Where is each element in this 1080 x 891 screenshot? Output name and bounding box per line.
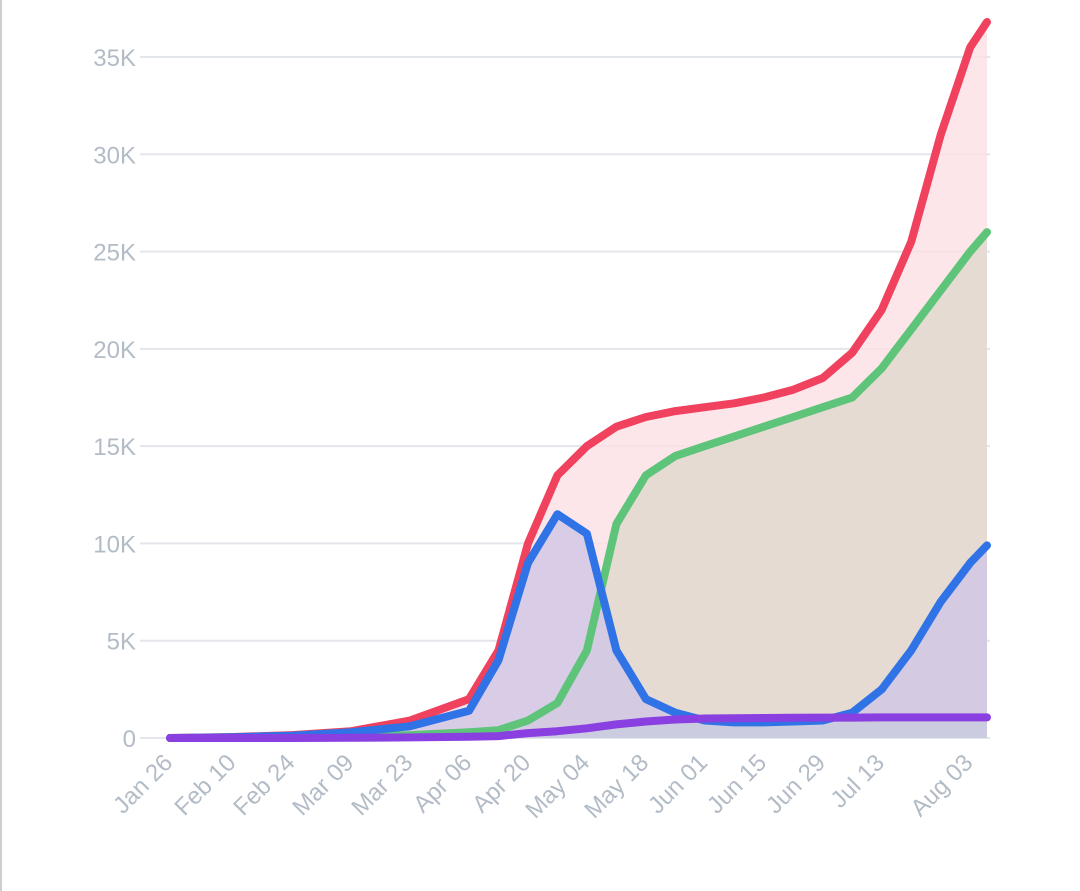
y-tick-label: 35K xyxy=(93,45,136,72)
x-tick-label: Feb 10 xyxy=(169,749,241,821)
x-tick-label: May 18 xyxy=(579,749,654,824)
x-tick-label: Jul 13 xyxy=(826,749,890,813)
series-line-1 xyxy=(166,18,991,742)
y-tick-label: 5K xyxy=(107,629,136,656)
series-line-3 xyxy=(166,510,991,742)
x-tick-label: Jun 15 xyxy=(702,749,772,819)
series-lines xyxy=(166,18,991,742)
x-tick-label: Apr 06 xyxy=(408,749,477,818)
x-tick-label: May 04 xyxy=(520,749,595,824)
y-tick-label: 30K xyxy=(93,142,136,169)
series-area-3 xyxy=(170,514,987,738)
x-tick-label: Jan 26 xyxy=(108,749,178,819)
y-tick-label: 0 xyxy=(123,726,136,753)
y-tick-label: 10K xyxy=(93,531,136,558)
x-tick-label: Jun 29 xyxy=(761,749,831,819)
x-tick-label: Aug 03 xyxy=(906,749,979,822)
x-tick-label: Mar 23 xyxy=(346,749,418,821)
x-tick-label: Jun 01 xyxy=(643,749,713,819)
series-line-4 xyxy=(166,713,991,742)
x-tick-label: Feb 24 xyxy=(228,749,300,821)
y-tick-label: 20K xyxy=(93,337,136,364)
series-area-2 xyxy=(170,232,987,738)
x-tick-label: Mar 09 xyxy=(287,749,359,821)
y-tick-label: 15K xyxy=(93,434,136,461)
y-tick-label: 25K xyxy=(93,240,136,267)
